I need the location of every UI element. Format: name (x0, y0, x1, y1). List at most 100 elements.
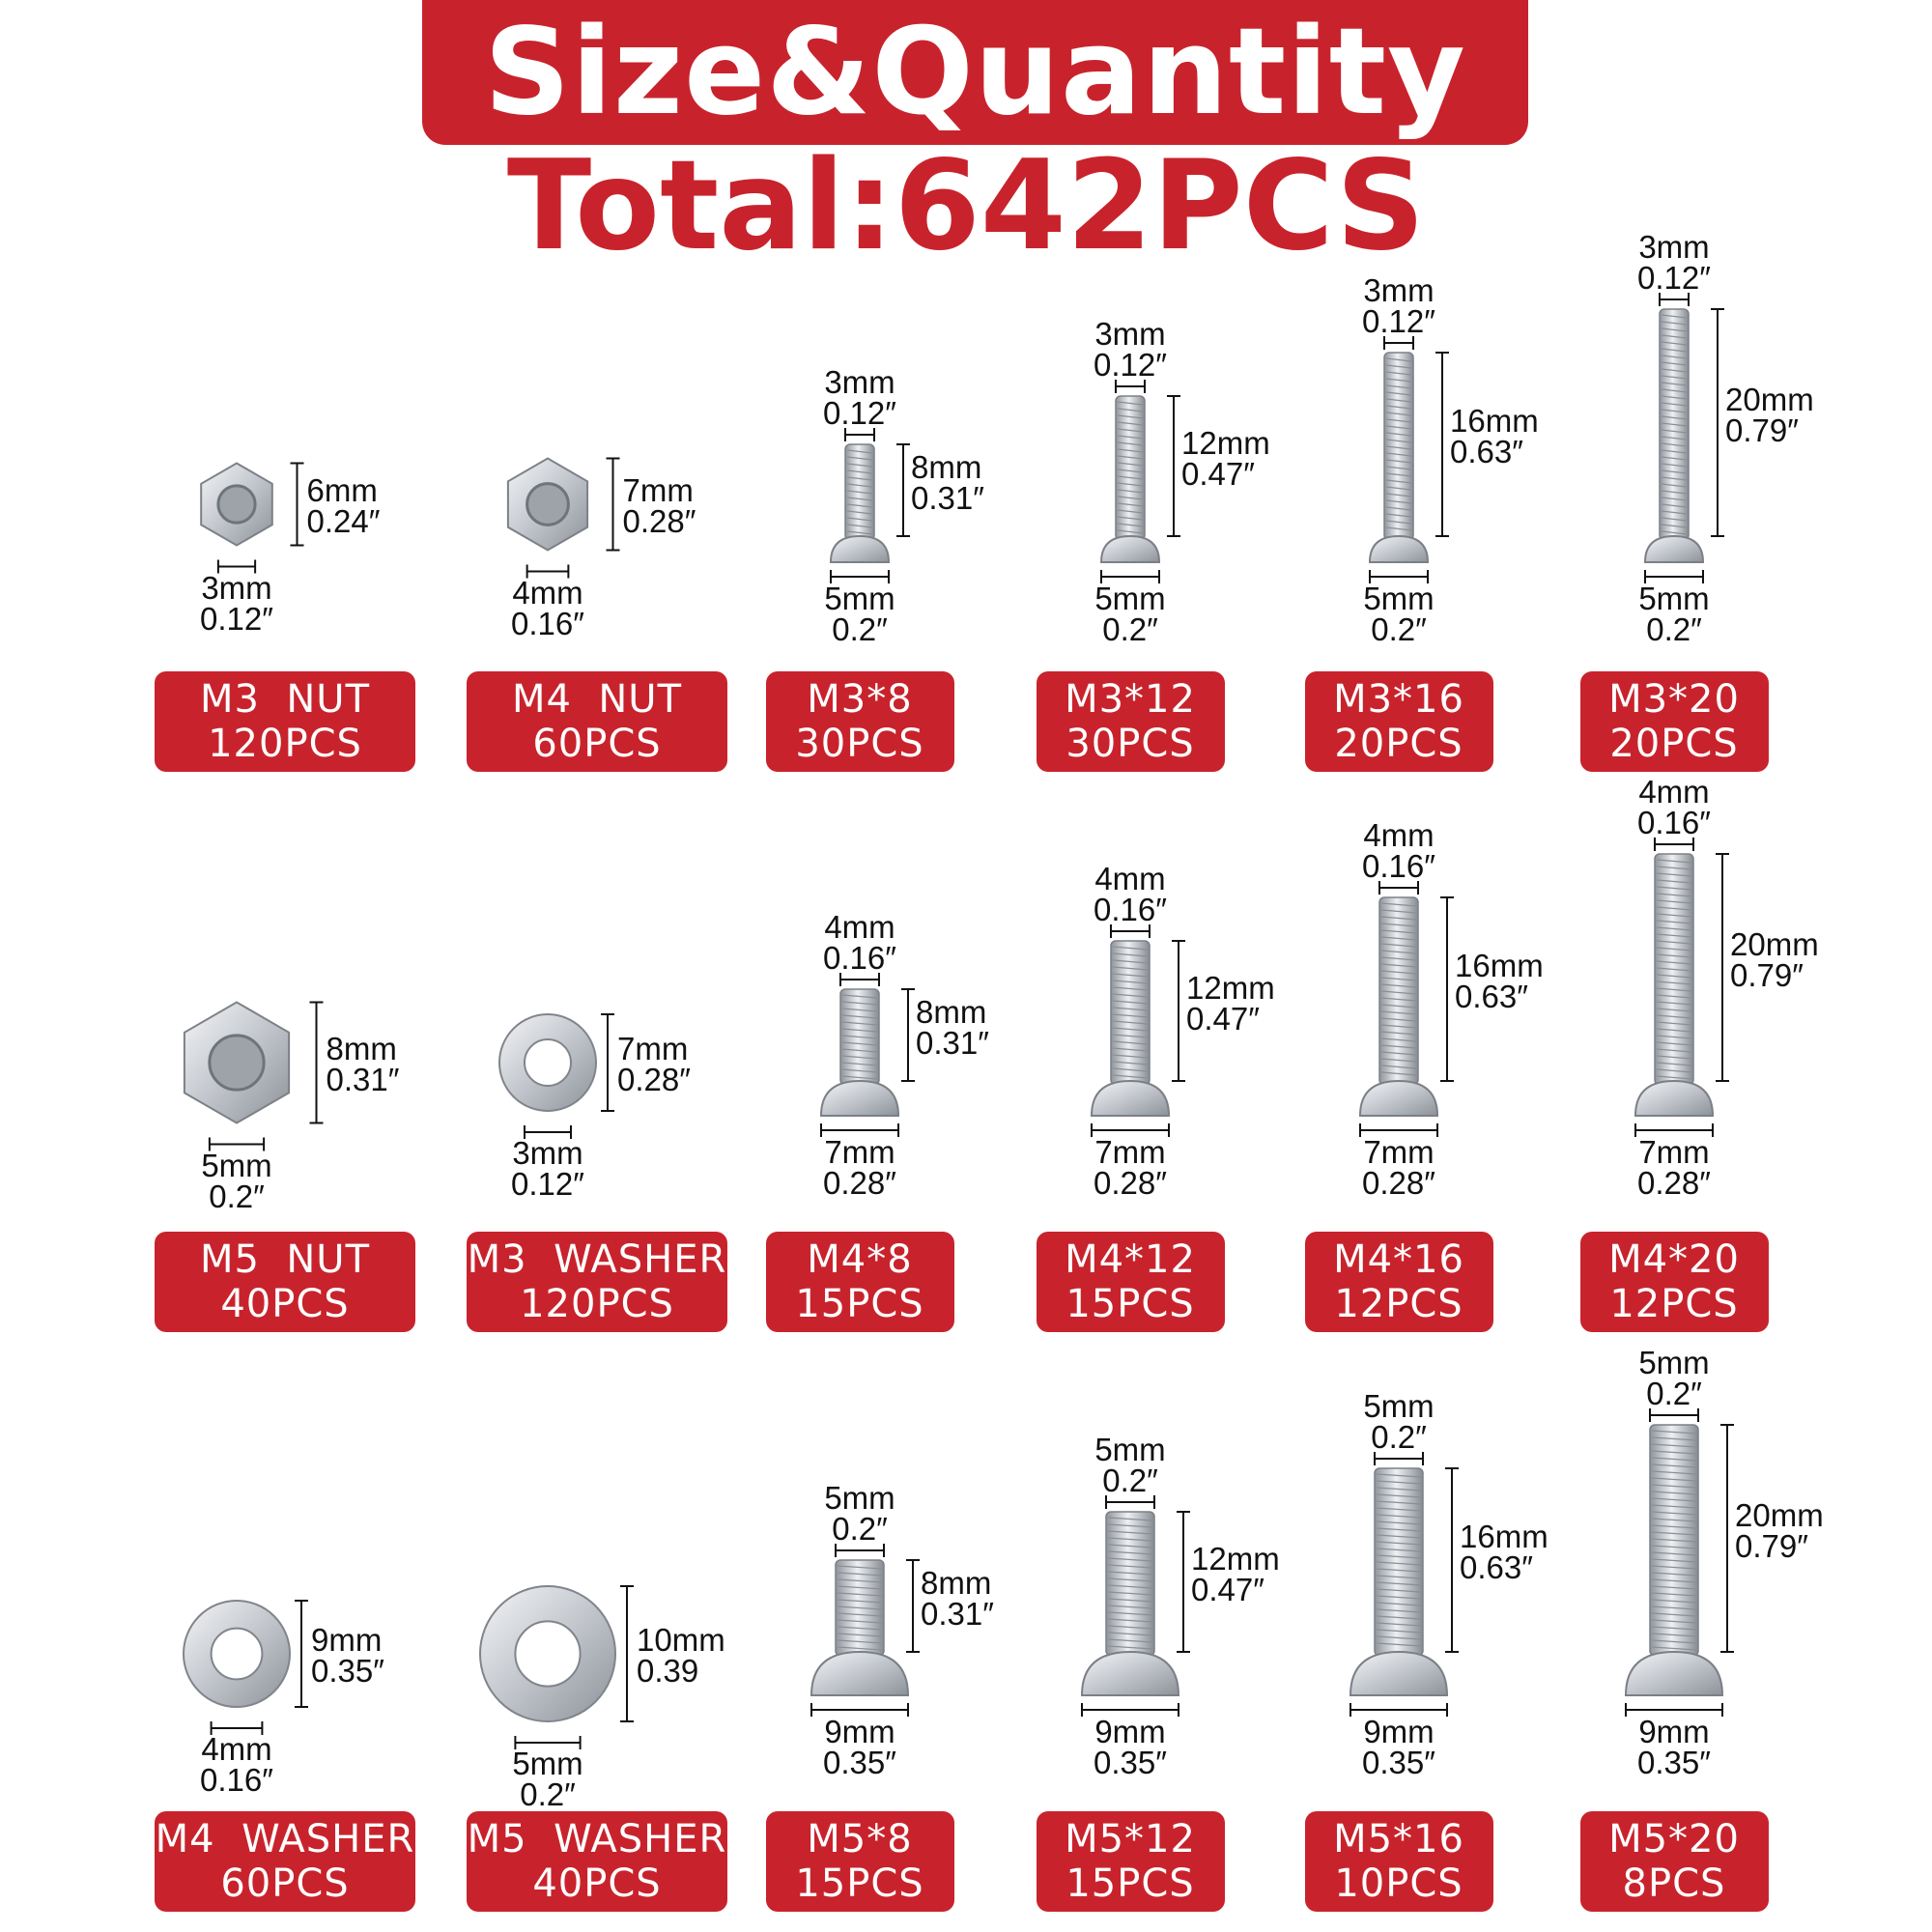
part-quantity: 60PCS (220, 1861, 350, 1906)
part-m4-washer (183, 1600, 308, 1735)
thread-line (1651, 1572, 1697, 1577)
thread-line (1385, 506, 1412, 511)
screw-thread-dim-inch: 0.12″ (823, 395, 896, 431)
thread-line (1651, 1646, 1697, 1651)
screw-thread-dim: 5mm 0.2″ (1341, 1388, 1457, 1455)
thread-line (1651, 1518, 1697, 1522)
thread-line (1376, 1561, 1422, 1566)
screw-thread-dim: 3mm 0.12″ (1072, 318, 1188, 381)
thread-line (1112, 980, 1149, 984)
nut-hole (526, 482, 570, 526)
thread-line (846, 456, 873, 461)
title-banner: Size&Quantity (422, 0, 1528, 145)
quantity-badge: M5*8 15PCS (765, 1811, 954, 1912)
thread-line (1117, 401, 1144, 406)
thread-line (1656, 899, 1692, 904)
screw-length-dim-inch: 0.63″ (1455, 979, 1528, 1014)
screw-head (1643, 534, 1705, 563)
thread-line (1651, 1484, 1697, 1489)
screw-length-dim-inch: 0.47″ (1191, 1571, 1264, 1607)
screw-head-dim-inch: 0.2″ (832, 611, 888, 647)
thread-line (1656, 974, 1692, 979)
thread-line (846, 469, 873, 474)
thread-line (1380, 1010, 1417, 1015)
thread-line (841, 1008, 878, 1012)
screw-head (1099, 534, 1161, 563)
thread-line (1656, 953, 1692, 958)
screw-head-dim-inch: 0.2″ (1646, 611, 1702, 647)
screw-head-dim: 7mm 0.28″ (802, 1136, 918, 1199)
screw-thread-dim: 4mm 0.16″ (1616, 776, 1732, 838)
thread-line (1107, 1537, 1153, 1542)
thread-line (1112, 946, 1149, 951)
thread-line (1661, 314, 1688, 319)
screw-head-dim-mm: 9mm (824, 1714, 895, 1749)
thread-line (841, 1041, 878, 1046)
quantity-badge: M3*16 20PCS (1304, 671, 1493, 772)
screw-thread-dim-mm: 5mm (824, 1480, 895, 1516)
thread-line (837, 1578, 883, 1583)
thread-line (1107, 1557, 1153, 1562)
part-quantity: 8PCS (1622, 1861, 1726, 1906)
thread-line (846, 449, 873, 454)
thread-line (1380, 983, 1417, 988)
washer-hole (514, 1620, 582, 1688)
screw-thread-dim-inch: 0.12″ (1362, 303, 1435, 339)
screw-thread-dim: 4mm 0.16″ (802, 911, 918, 974)
thread-line (1376, 1548, 1422, 1552)
thread-line (1376, 1487, 1422, 1492)
part-quantity: 120PCS (520, 1282, 674, 1326)
screw-thread-dim: 3mm 0.12″ (1616, 231, 1732, 296)
nut-height-dim: 8mm 0.31″ (327, 1033, 400, 1095)
thread-line (1656, 1048, 1692, 1053)
thread-line (1651, 1504, 1697, 1509)
washer-diameter-dim: 7mm 0.28″ (617, 1033, 691, 1097)
thread-line (1107, 1625, 1153, 1630)
thread-line (1661, 429, 1688, 434)
thread-line (837, 1646, 883, 1651)
thread-line (846, 483, 873, 488)
washer-hole-dim-mm: 5mm (512, 1746, 583, 1781)
thread-line (1661, 422, 1688, 427)
quantity-badge: M4 NUT 60PCS (467, 671, 727, 772)
washer-diameter-dim-inch: 0.28″ (617, 1062, 691, 1097)
washer-diameter-dim-mm: 10mm (637, 1622, 725, 1658)
part-m3x8 (829, 428, 910, 583)
thread-line (841, 1075, 878, 1080)
screw-length-dim-mm: 16mm (1460, 1519, 1548, 1554)
screw-head-dim: 5mm 0.2″ (802, 582, 918, 647)
thread-line (1651, 1565, 1697, 1570)
nut-thread-dim-mm: 3mm (201, 569, 272, 606)
thread-line (1651, 1639, 1697, 1644)
thread-line (1651, 1470, 1697, 1475)
screw-head-dim-mm: 7mm (1638, 1134, 1710, 1170)
part-name: M5 NUT (199, 1237, 371, 1282)
part-name: M5*8 (807, 1817, 913, 1861)
quantity-badge: M5*20 8PCS (1579, 1811, 1769, 1912)
screw-head (1368, 534, 1430, 563)
thread-line (1661, 334, 1688, 339)
thread-line (1112, 1027, 1149, 1032)
thread-line (1656, 1001, 1692, 1006)
screw-length-dim: 12mm 0.47″ (1186, 972, 1275, 1035)
screw-thread-dim-inch: 0.2″ (1371, 1419, 1427, 1455)
thread-line (1380, 1017, 1417, 1022)
screw-head (1080, 1650, 1180, 1696)
thread-line (1656, 1068, 1692, 1073)
screw-length-dim-mm: 20mm (1725, 381, 1814, 417)
screw-length-dim-mm: 12mm (1191, 1540, 1280, 1577)
thread-line (1107, 1571, 1153, 1576)
screw-thread-dim-mm: 5mm (1363, 1388, 1435, 1424)
thread-line (1385, 513, 1412, 518)
screw-thread-dim-inch: 0.12″ (1637, 260, 1711, 296)
washer-hole-dim: 3mm 0.12″ (490, 1137, 606, 1200)
thread-line (1656, 906, 1692, 911)
quantity-badge: M3 WASHER 120PCS (467, 1232, 727, 1332)
part-m5x16 (1349, 1452, 1459, 1717)
thread-line (1661, 415, 1688, 420)
screw-thread-dim: 5mm 0.2″ (802, 1480, 918, 1545)
thread-line (1661, 510, 1688, 515)
thread-line (837, 1626, 883, 1631)
part-m5-nut (183, 1001, 324, 1151)
